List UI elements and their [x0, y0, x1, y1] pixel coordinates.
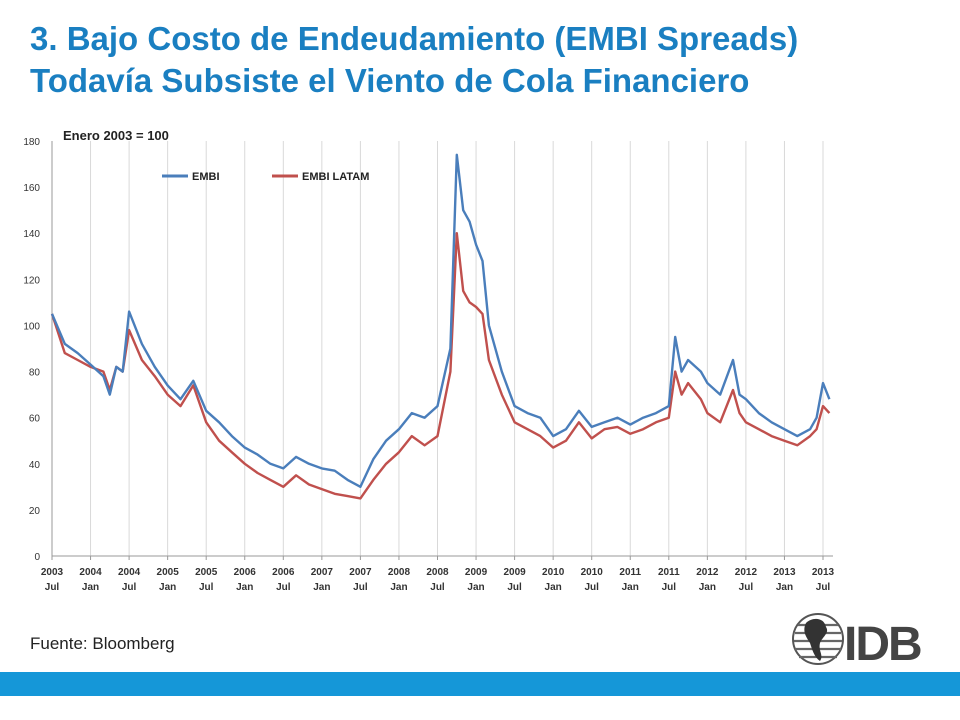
x-tick-month: Jan [236, 582, 253, 593]
x-tick-month: Jan [776, 582, 793, 593]
x-tick-year: 2011 [658, 567, 680, 578]
x-tick-year: 2012 [735, 567, 758, 578]
y-tick-label: 0 [34, 552, 40, 563]
x-tick-year: 2007 [349, 567, 372, 578]
chart-lines [50, 153, 831, 500]
x-tick-year: 2009 [503, 567, 526, 578]
series-line-embi-latam [50, 231, 831, 500]
y-tick-label: 80 [29, 368, 41, 379]
x-tick-year: 2010 [542, 567, 565, 578]
legend-label-embi-latam: EMBI LATAM [302, 171, 369, 183]
y-axis: 0 20 40 60 80 100 120 140 160 180 [23, 137, 53, 563]
x-tick-month: Jan [159, 582, 176, 593]
x-tick-year: 2004 [79, 567, 102, 578]
x-tick-month: Jan [390, 582, 407, 593]
x-tick-month: Jan [467, 582, 484, 593]
y-tick-label: 100 [23, 321, 40, 332]
x-tick-year: 2008 [426, 567, 449, 578]
y-tick-label: 20 [29, 506, 41, 517]
x-tick-month: Jul [662, 582, 677, 593]
legend-label-embi: EMBI [192, 171, 220, 183]
x-tick-month: Jul [45, 582, 60, 593]
x-tick-year: 2007 [311, 567, 334, 578]
y-tick-label: 60 [29, 414, 41, 425]
chart-grid [51, 141, 824, 556]
y-tick-label: 40 [29, 460, 41, 471]
source-note: Fuente: Bloomberg [30, 634, 175, 653]
x-tick-month: Jul [430, 582, 445, 593]
x-tick-year: 2004 [118, 567, 141, 578]
title-line-1: 3. Bajo Costo de Endeudamiento (EMBI Spr… [30, 20, 799, 57]
x-tick-year: 2012 [696, 567, 719, 578]
x-tick-month: Jul [739, 582, 754, 593]
title-line-2: Todavía Subsiste el Viento de Cola Finan… [30, 62, 750, 99]
x-tick-year: 2006 [272, 567, 295, 578]
x-tick-month: Jul [816, 582, 831, 593]
x-tick-month: Jul [122, 582, 137, 593]
x-tick-month: Jan [699, 582, 716, 593]
idb-logo: IDB [792, 613, 923, 667]
x-tick-year: 2013 [812, 567, 835, 578]
x-tick-month: Jul [507, 582, 522, 593]
y-tick-label: 160 [23, 183, 40, 194]
x-tick-year: 2011 [619, 567, 641, 578]
globe-icon [792, 613, 844, 665]
logo-text: IDB [844, 618, 921, 667]
x-tick-year: 2005 [195, 567, 218, 578]
x-axis: 2003 Jul 2004 Jan 2004 Jul 2005 Jan 2005 Jul 2006 J… [41, 555, 835, 593]
chart-annotation: Enero 2003 = 100 [63, 128, 169, 143]
series-line-embi [50, 153, 831, 488]
x-tick-month: Jul [353, 582, 368, 593]
x-tick-month: Jan [545, 582, 562, 593]
x-tick-year: 2006 [234, 567, 257, 578]
x-tick-year: 2008 [388, 567, 411, 578]
x-tick-year: 2003 [41, 567, 64, 578]
x-tick-month: Jan [82, 582, 99, 593]
footer-bar [0, 672, 960, 696]
x-tick-year: 2013 [773, 567, 796, 578]
x-tick-month: Jul [276, 582, 291, 593]
y-tick-label: 180 [23, 137, 40, 148]
x-tick-year: 2005 [157, 567, 180, 578]
chart-legend: EMBI EMBI LATAM [162, 171, 369, 183]
x-tick-month: Jul [584, 582, 599, 593]
y-tick-label: 140 [23, 229, 40, 240]
x-tick-year: 2009 [465, 567, 488, 578]
x-tick-month: Jan [313, 582, 330, 593]
x-tick-month: Jan [622, 582, 639, 593]
x-tick-year: 2010 [581, 567, 604, 578]
slide-title: 3. Bajo Costo de Endeudamiento (EMBI Spr… [30, 18, 955, 102]
y-tick-label: 120 [23, 275, 40, 286]
x-tick-month: Jul [199, 582, 214, 593]
